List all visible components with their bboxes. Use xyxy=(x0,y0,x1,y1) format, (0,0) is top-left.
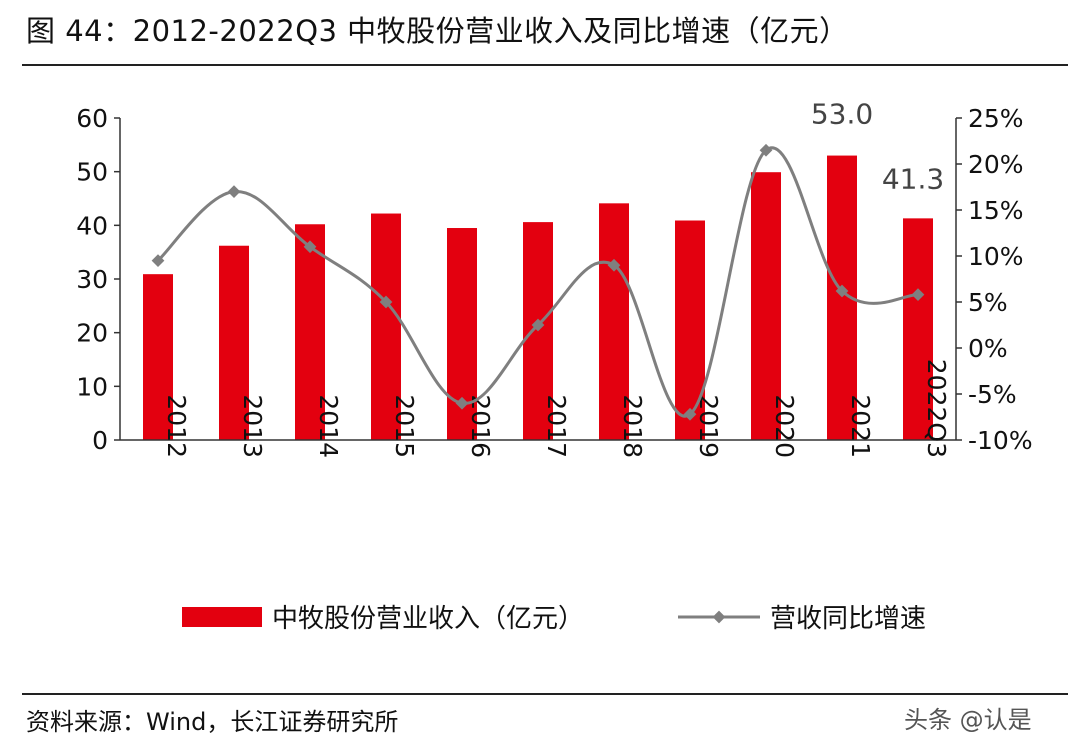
right-tick-label: 10% xyxy=(968,242,1024,271)
x-tick-label: 2017 xyxy=(542,394,571,458)
line-marker xyxy=(151,254,165,267)
legend-label-growth: 营收同比增速 xyxy=(770,604,926,634)
footer-rule xyxy=(22,693,1068,695)
data-label: 53.0 xyxy=(811,98,873,131)
left-tick-label: 40 xyxy=(76,211,108,240)
data-labels: 53.0 41.3 xyxy=(811,98,944,196)
left-tick-label: 60 xyxy=(76,104,108,133)
bar xyxy=(599,203,629,440)
watermark: 头条 @认是 xyxy=(904,706,1032,734)
title-rule xyxy=(22,64,1068,66)
x-tick-label: 2014 xyxy=(314,394,343,458)
left-tick-label: 10 xyxy=(76,372,108,401)
left-tick-label: 30 xyxy=(76,265,108,294)
source-note: 资料来源：Wind，长江证券研究所 xyxy=(26,708,399,736)
figure-title: 图 44：2012-2022Q3 中牧股份营业收入及同比增速（亿元） xyxy=(26,14,849,48)
bar xyxy=(295,224,325,440)
right-tick-label: -10% xyxy=(968,426,1033,455)
line-marker xyxy=(455,396,469,410)
left-axis: 0 10 20 30 40 50 60 xyxy=(76,104,121,455)
bar xyxy=(675,220,705,440)
right-tick-label: 25% xyxy=(968,104,1024,133)
x-tick-label: 2013 xyxy=(238,394,267,458)
x-tick-label: 2018 xyxy=(618,394,647,458)
x-axis: 2012 2013 2014 2015 2016 2017 2018 2019 2020 2021… xyxy=(120,359,956,458)
line-marker xyxy=(227,185,241,198)
data-label: 41.3 xyxy=(882,162,944,195)
bar-series xyxy=(143,155,933,441)
legend-marker-growth xyxy=(712,610,726,624)
right-tick-label: 20% xyxy=(968,150,1024,179)
bar xyxy=(903,218,933,440)
line-marker xyxy=(379,295,393,309)
x-tick-label: 2016 xyxy=(466,394,495,458)
bar xyxy=(219,245,249,440)
chart: 0 10 20 30 40 50 60 -10% -5% 0% 5% 10% 15% 20% 25% 20… xyxy=(76,98,1033,634)
x-tick-label: 2022Q3 xyxy=(922,359,951,458)
x-tick-label: 2015 xyxy=(390,394,419,458)
bar xyxy=(371,213,401,440)
right-tick-label: 15% xyxy=(968,196,1024,225)
legend-label-revenue: 中牧股份营业收入（亿元） xyxy=(272,604,584,634)
x-tick-label: 2020 xyxy=(770,394,799,458)
legend-swatch-revenue xyxy=(182,607,262,627)
legend: 中牧股份营业收入（亿元） 营收同比增速 xyxy=(182,604,926,634)
bar xyxy=(143,274,173,440)
x-tick-label: 2021 xyxy=(846,394,875,458)
bar xyxy=(751,172,781,440)
right-axis: -10% -5% 0% 5% 10% 15% 20% 25% xyxy=(955,104,1033,455)
x-tick-label: 2019 xyxy=(694,394,723,458)
left-tick-label: 0 xyxy=(92,426,108,455)
right-tick-label: -5% xyxy=(968,380,1017,409)
x-tick-label: 2012 xyxy=(162,394,191,458)
right-tick-label: 5% xyxy=(968,288,1008,317)
line-marker xyxy=(303,240,317,254)
left-tick-label: 50 xyxy=(76,158,108,187)
right-tick-label: 0% xyxy=(968,334,1008,363)
growth-line xyxy=(156,146,919,418)
left-tick-label: 20 xyxy=(76,319,108,348)
